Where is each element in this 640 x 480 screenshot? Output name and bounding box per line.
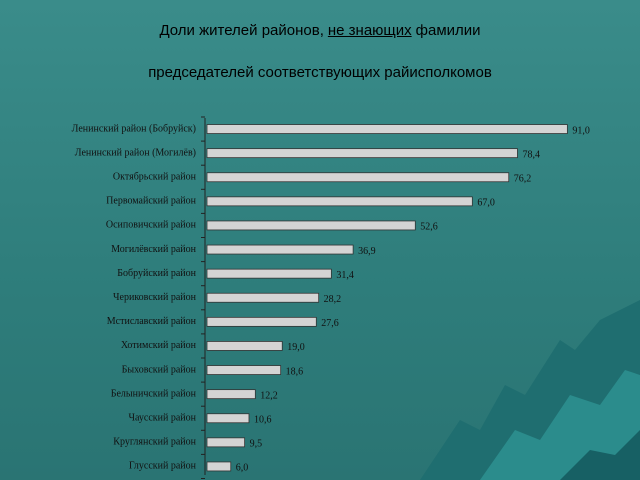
y-tick-label: Хотимский район (121, 340, 197, 351)
bar (206, 244, 354, 255)
bar (206, 341, 283, 351)
bar (206, 365, 282, 375)
y-tick-label: Осиповичский район (106, 220, 197, 231)
bar (206, 316, 317, 327)
y-tick-label: Круглянский район (113, 437, 196, 448)
y-tick-label: Быховский район (122, 364, 197, 375)
value-label: 19,0 (287, 342, 305, 353)
value-label: 78,4 (522, 149, 540, 160)
bar (206, 172, 510, 183)
value-label: 91,0 (572, 125, 590, 136)
bar (206, 437, 246, 448)
y-tick-label: Глусский район (129, 461, 197, 472)
value-label: 67,0 (477, 198, 495, 209)
title-line: Доли жителей районов, не знающих фамилии (0, 22, 640, 39)
y-tick-label: Могилёвский район (111, 244, 196, 255)
y-tick-label: Мстиславский район (107, 316, 197, 327)
value-label: 9,5 (250, 439, 263, 450)
y-tick-label: Чаусский район (128, 413, 196, 424)
bar (206, 389, 256, 400)
y-tick-label: Октябрьский район (113, 172, 197, 183)
value-label: 28,2 (324, 294, 342, 305)
title-text: не знающих (327, 22, 412, 39)
value-label: 27,6 (321, 318, 339, 329)
bar (206, 413, 250, 424)
y-tick-label: Ленинский район (Могилёв) (75, 147, 196, 158)
bar (206, 268, 332, 279)
y-tick-label: Ленинский район (Бобруйск) (72, 123, 196, 134)
y-tick-label: Чериковский район (113, 292, 197, 303)
title-text: фамилии (415, 22, 481, 39)
value-label: 18,6 (286, 366, 304, 377)
bar (206, 148, 518, 159)
y-tick-label: Бобруйский район (117, 268, 196, 279)
y-tick-label: Первомайский район (106, 196, 196, 207)
mountains (420, 300, 640, 480)
bar (206, 124, 568, 134)
title-line: председателей соответствующих райисполко… (0, 64, 640, 81)
title-text: Доли жителей районов, (159, 22, 324, 39)
value-label: 31,4 (336, 270, 354, 281)
value-label: 12,2 (260, 390, 278, 401)
title-text: председателей соответствующих райисполко… (148, 64, 492, 81)
bar (206, 461, 232, 472)
mountain (560, 430, 640, 480)
bar (206, 220, 416, 231)
value-label: 36,9 (358, 246, 376, 257)
bar (206, 196, 473, 207)
bar (206, 292, 320, 303)
value-label: 52,6 (420, 222, 438, 233)
value-label: 76,2 (514, 174, 532, 185)
y-tick-label: Белыничский район (111, 388, 197, 399)
value-label: 10,6 (254, 415, 272, 426)
value-label: 6,0 (236, 463, 249, 474)
